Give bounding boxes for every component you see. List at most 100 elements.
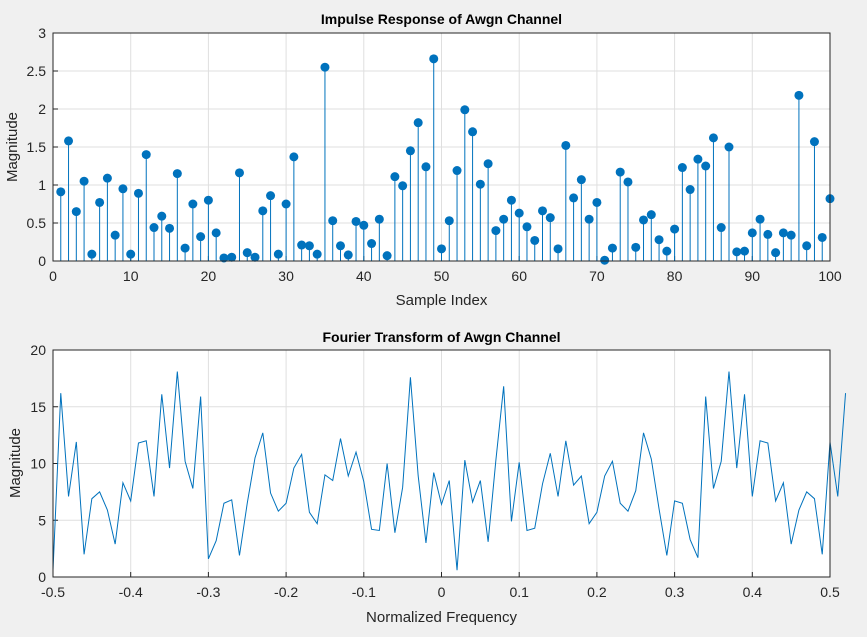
stem-marker — [662, 246, 672, 256]
x-tick-label: 20 — [201, 268, 217, 284]
stem-marker — [522, 222, 532, 232]
stem-marker — [413, 118, 423, 128]
y-tick-label: 20 — [30, 342, 46, 358]
stem-marker — [64, 136, 74, 146]
stem-marker — [227, 252, 237, 262]
stem-marker — [118, 184, 128, 194]
y-axis-label: Magnitude — [4, 112, 21, 182]
y-tick-label: 15 — [30, 399, 46, 415]
stem-marker — [538, 206, 548, 216]
y-tick-label: 0 — [38, 253, 46, 269]
stem-marker — [180, 243, 190, 253]
stem-marker — [297, 240, 307, 250]
stem-marker — [188, 199, 198, 209]
stem-marker — [553, 244, 563, 254]
stem-marker — [685, 185, 695, 195]
x-tick-label: 0.2 — [587, 584, 607, 600]
y-tick-label: 5 — [38, 512, 46, 528]
stem-marker — [732, 247, 742, 257]
x-axis-label: Sample Index — [396, 292, 488, 309]
series-line — [52, 371, 847, 571]
stem-marker — [289, 152, 299, 162]
stem-marker — [802, 241, 812, 251]
stem-marker — [677, 163, 687, 173]
stem-marker — [405, 146, 415, 156]
stem-marker — [444, 216, 454, 226]
stem-marker — [483, 159, 493, 169]
y-tick-label: 1.5 — [27, 139, 47, 155]
y-tick-label: 3 — [38, 25, 46, 41]
stem-marker — [203, 195, 213, 205]
stem-marker — [102, 173, 112, 183]
stem-marker — [429, 54, 439, 64]
stem-marker — [328, 216, 338, 226]
stem-marker — [87, 249, 97, 259]
stem-marker — [398, 181, 408, 191]
x-tick-label: 50 — [434, 268, 450, 284]
stem-marker — [126, 249, 136, 259]
stem-marker — [545, 213, 555, 223]
x-tick-label: 0 — [438, 584, 446, 600]
stem-marker — [367, 239, 377, 249]
y-axis-label: Magnitude — [7, 428, 24, 498]
impulse-response-chart: 0 10 20 30 40 50 60 70 80 90 100 0 0.5 1 1.5 2 2.5 3 Impu… — [4, 11, 842, 309]
stem-marker — [382, 251, 392, 261]
stem-marker — [390, 172, 400, 182]
y-tick-label: 2 — [38, 101, 46, 117]
y-tick-label: 0.5 — [27, 215, 47, 231]
x-tick-label: 100 — [818, 268, 842, 284]
stem-marker — [343, 250, 353, 260]
stem-marker — [631, 242, 641, 252]
stem-marker — [475, 179, 485, 189]
stem-marker — [281, 199, 291, 209]
stem-marker — [701, 161, 711, 171]
stem-marker — [95, 197, 105, 207]
x-tick-label: -0.5 — [41, 584, 65, 600]
stem-marker — [71, 207, 81, 217]
x-tick-label: 0 — [49, 268, 57, 284]
x-tick-label: -0.4 — [119, 584, 143, 600]
stem-marker — [716, 223, 726, 233]
stem-marker — [786, 230, 796, 240]
stem-marker — [273, 249, 283, 259]
stem-marker — [250, 252, 260, 262]
axes-box — [52, 32, 831, 262]
stem-marker — [499, 214, 509, 224]
stem-marker — [165, 223, 175, 233]
y-tick-label: 0 — [38, 569, 46, 585]
stem-marker — [747, 228, 757, 238]
x-tick-label: 0.1 — [509, 584, 529, 600]
stem-marker — [615, 167, 625, 177]
stem-marker — [514, 208, 524, 218]
stem-marker — [561, 140, 571, 150]
stem-marker — [157, 211, 167, 221]
x-tick-label: 40 — [356, 268, 372, 284]
x-axis-label: Normalized Frequency — [366, 609, 517, 626]
x-tick-label: 70 — [589, 268, 605, 284]
stem-marker — [693, 154, 703, 164]
x-tick-label: -0.1 — [352, 584, 376, 600]
stem-marker — [452, 166, 462, 176]
stem-marker — [219, 253, 229, 263]
stem-marker — [79, 176, 89, 186]
x-tick-label: -0.3 — [196, 584, 220, 600]
stem-marker — [211, 228, 221, 238]
stem-marker — [304, 241, 314, 251]
stem-marker — [506, 195, 516, 205]
stem-marker — [460, 105, 470, 115]
fourier-transform-chart: -0.5 -0.4 -0.3 -0.2 -0.1 0 0.1 0.2 0.3 0.4 0.5 0 5 10… — [7, 329, 847, 626]
x-tick-label: -0.2 — [274, 584, 298, 600]
stem-marker — [437, 244, 446, 254]
stem-marker — [600, 255, 610, 265]
stem-marker — [149, 223, 159, 233]
x-tick-label: 80 — [667, 268, 683, 284]
stem-marker — [809, 137, 819, 147]
stem-marker — [234, 168, 244, 178]
chart-title: Fourier Transform of Awgn Channel — [322, 329, 560, 345]
x-tick-label: 90 — [745, 268, 761, 284]
tick-labels: 0 10 20 30 40 50 60 70 80 90 100 0 0.5 1 1.5 2 2.5 3 — [27, 25, 842, 284]
stem-marker — [141, 150, 151, 160]
stem-marker — [592, 197, 602, 207]
stem-marker — [670, 224, 680, 234]
